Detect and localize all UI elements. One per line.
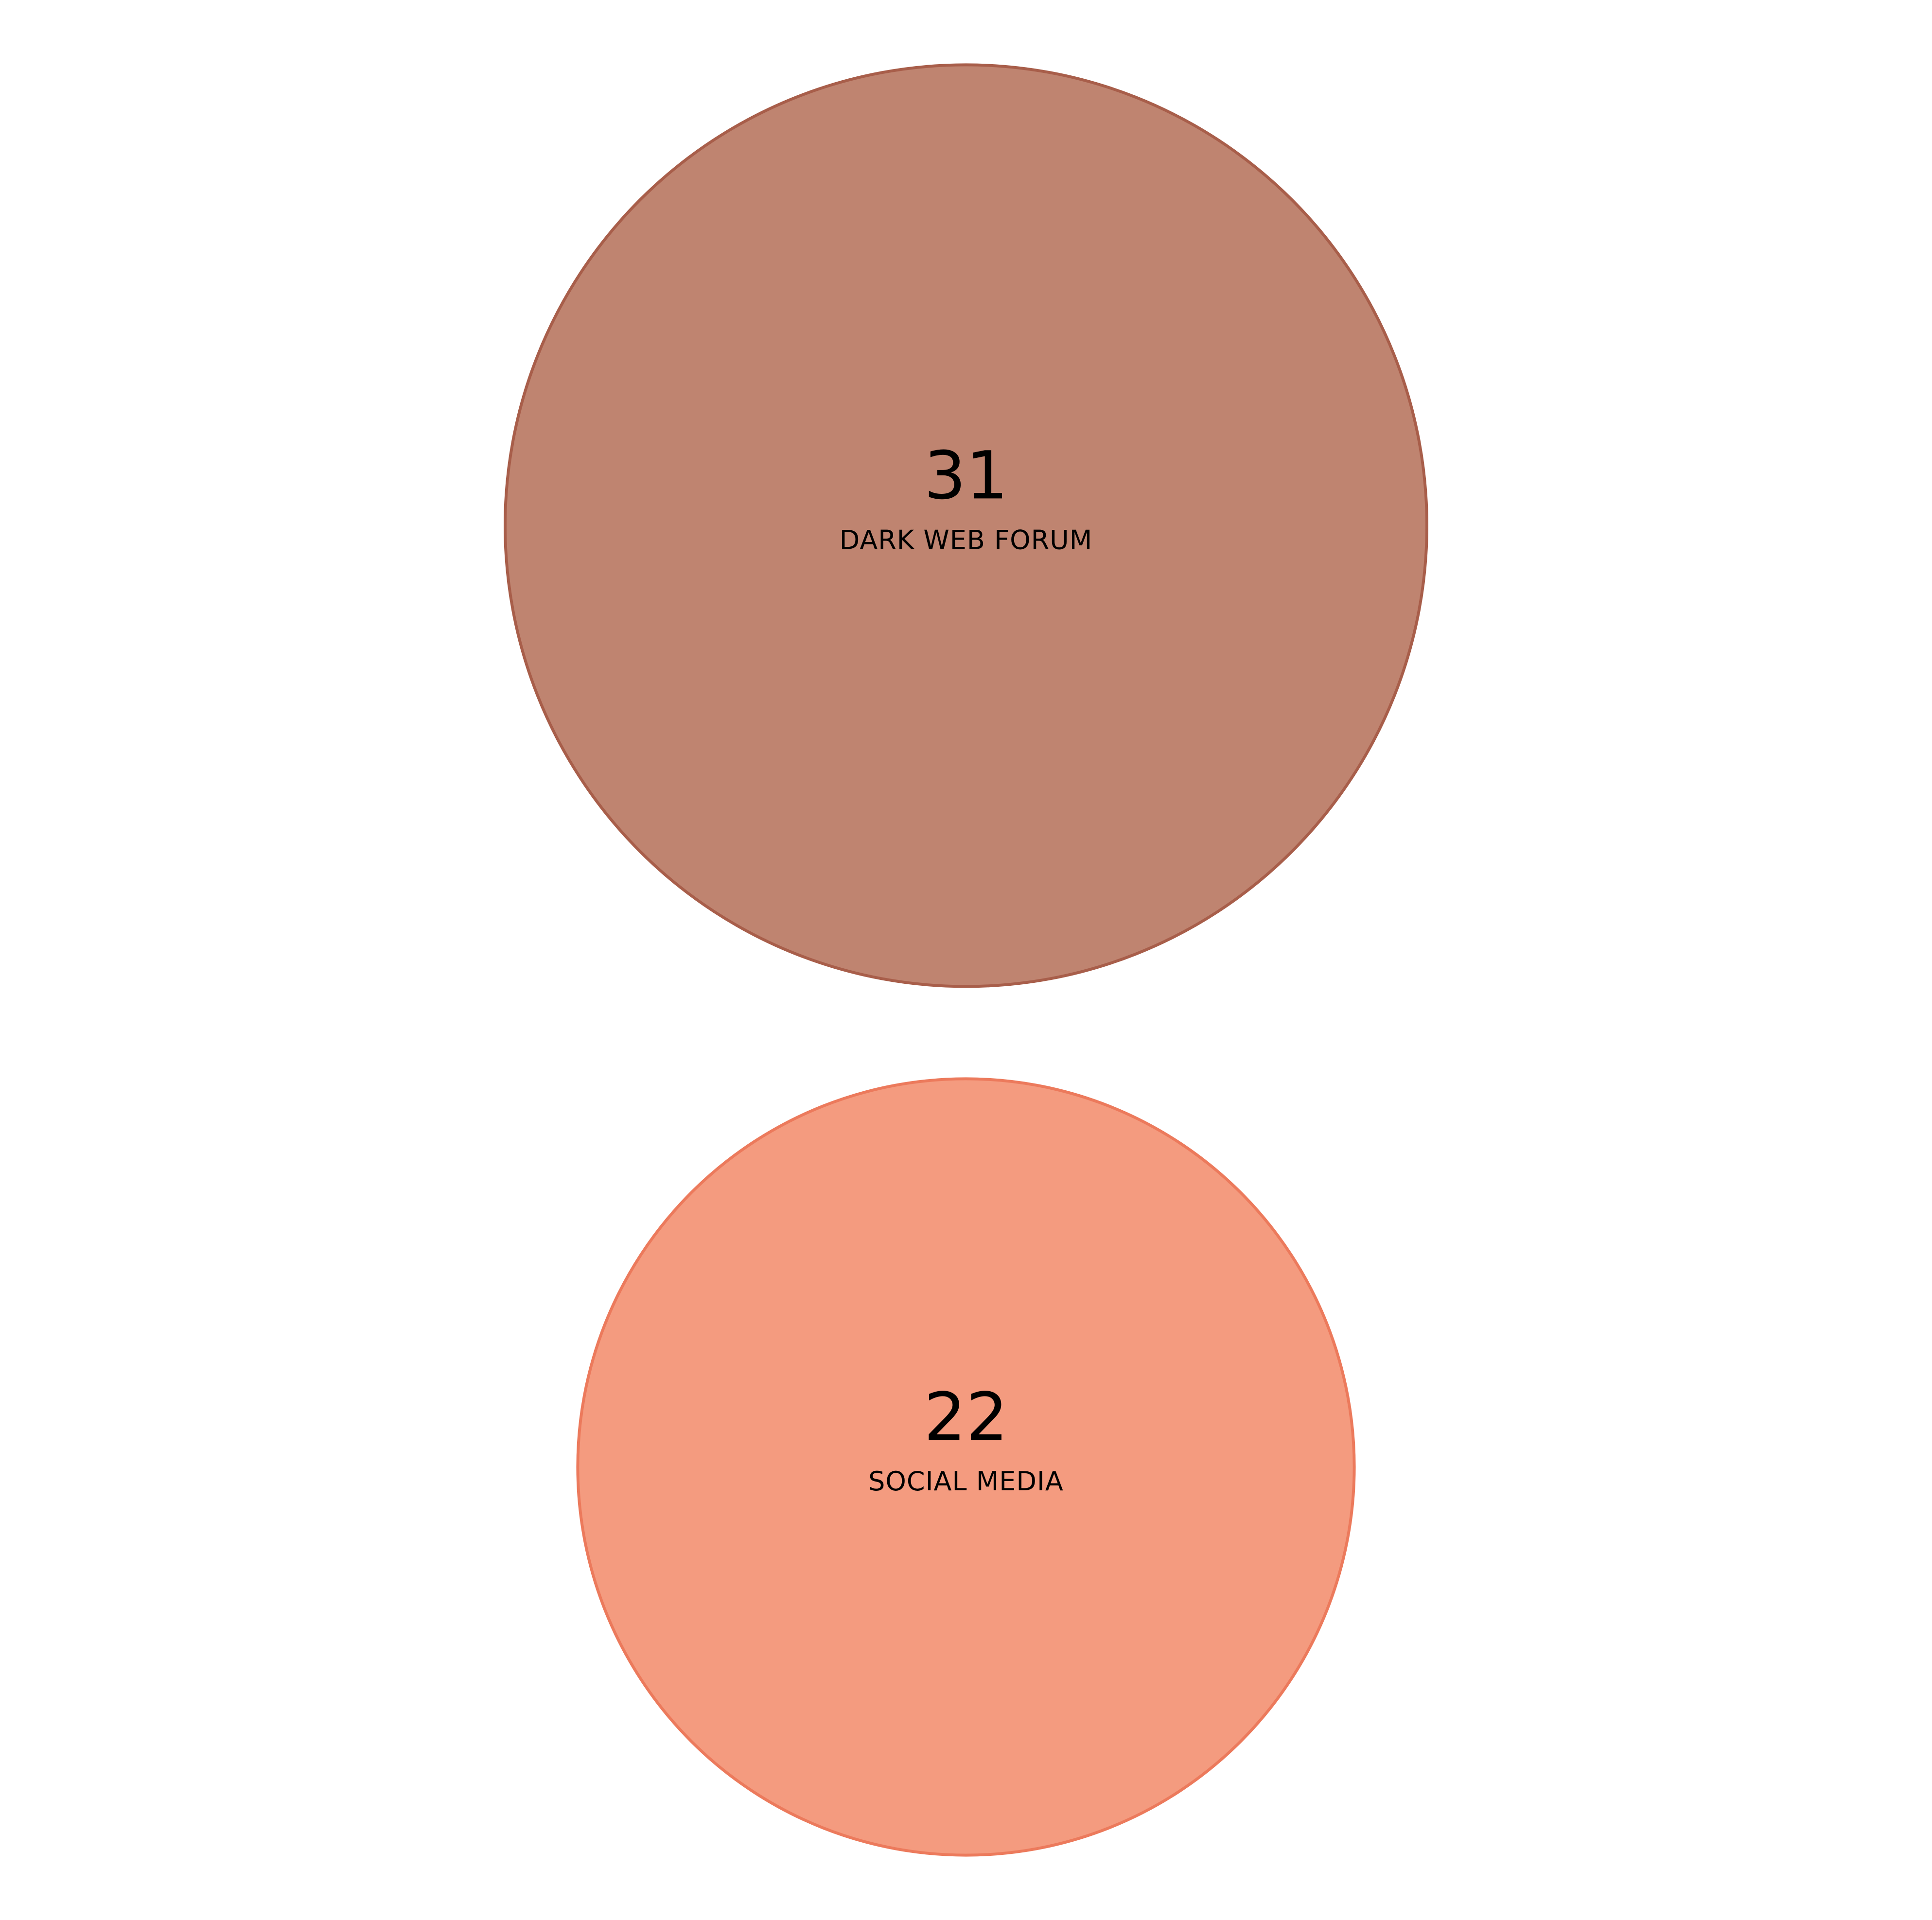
bubble-value-social-media: 22 bbox=[924, 1379, 1008, 1456]
bubble-label-social-media: SOCIAL MEDIA bbox=[868, 1466, 1064, 1497]
bubble-social-media bbox=[576, 1077, 1356, 1857]
bubble-label-dark-web-forum: DARK WEB FORUM bbox=[840, 524, 1093, 555]
bubble-group-dark-web-forum: 31 DARK WEB FORUM bbox=[504, 63, 1428, 988]
bubble-dark-web-forum bbox=[504, 63, 1428, 988]
bubble-value-dark-web-forum: 31 bbox=[924, 437, 1008, 514]
bubble-group-social-media: 22 SOCIAL MEDIA bbox=[576, 1077, 1356, 1857]
